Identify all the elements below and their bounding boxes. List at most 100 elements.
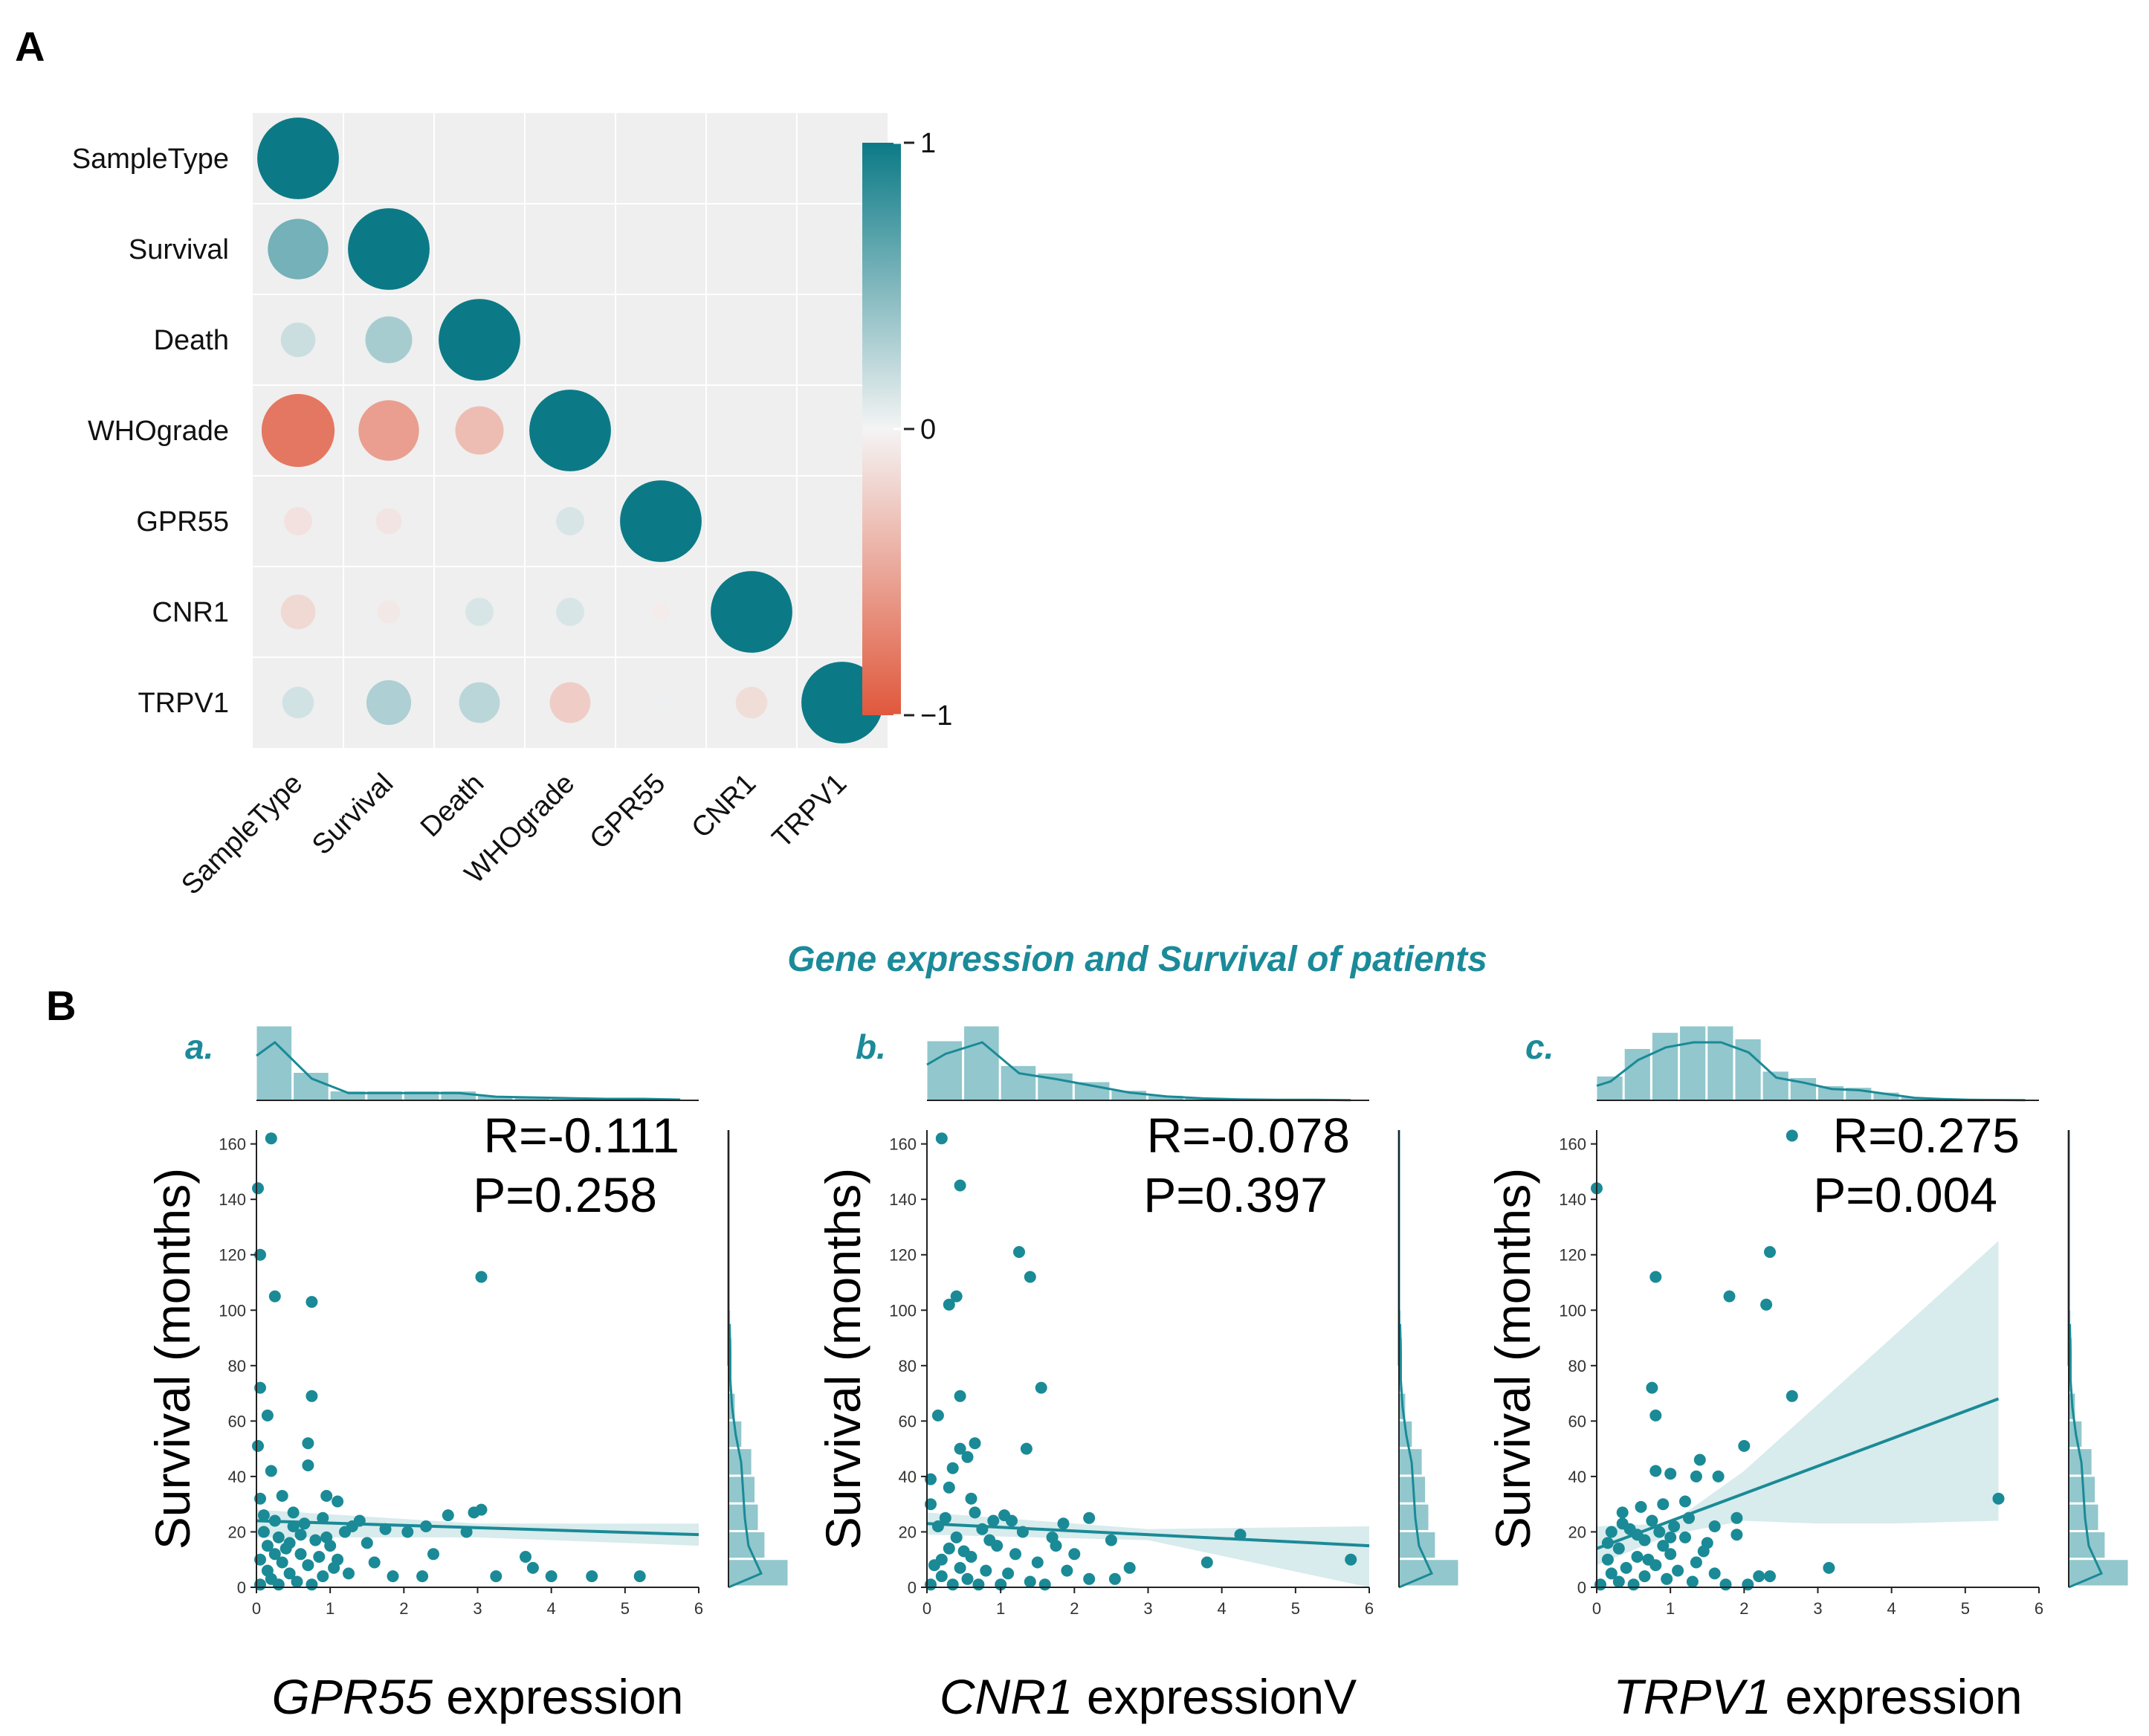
data-point (1764, 1246, 1776, 1258)
x-tick-label: 1 (996, 1599, 1005, 1618)
data-point (1679, 1531, 1691, 1543)
x-tick-label: 1 (326, 1599, 335, 1618)
x-hist-bar (1596, 1075, 1623, 1101)
data-point (317, 1511, 329, 1524)
data-point (317, 1570, 329, 1583)
data-point (1612, 1542, 1625, 1555)
x-tick-label: 4 (1887, 1599, 1896, 1618)
x-hist-bar (1734, 1038, 1762, 1101)
data-point (946, 1578, 959, 1591)
x-hist-bar (1000, 1065, 1037, 1101)
stat-r-value: R=0.275 (1833, 1108, 2020, 1163)
data-point (969, 1506, 981, 1519)
y-tick-label: 100 (889, 1301, 917, 1320)
y-tick-label: 60 (899, 1412, 917, 1430)
confidence-band (927, 1512, 1369, 1587)
row-label-TRPV1: TRPV1 (138, 688, 229, 719)
data-point (475, 1503, 488, 1516)
data-point (1760, 1298, 1773, 1311)
data-point (520, 1551, 531, 1563)
data-point (1708, 1567, 1721, 1580)
corr-circle-GPR55-WHOgrade (556, 507, 584, 535)
row-label-Survival: Survival (129, 234, 229, 265)
corr-circle-TRPV1-Death (459, 682, 500, 723)
data-point (1105, 1534, 1117, 1546)
data-point (306, 1578, 318, 1591)
y-hist-bar (728, 1559, 789, 1587)
data-point (257, 1509, 270, 1522)
col-label-Death: Death (415, 768, 490, 843)
data-point (1642, 1553, 1655, 1566)
data-point (972, 1578, 985, 1591)
y-tick-label: 120 (889, 1246, 917, 1265)
data-point (1764, 1570, 1776, 1583)
x-kde-line (256, 1041, 681, 1101)
y-tick-label: 60 (228, 1412, 246, 1430)
data-point (1686, 1575, 1699, 1588)
data-point (1653, 1526, 1666, 1538)
data-point (1690, 1556, 1702, 1569)
data-point (1646, 1514, 1658, 1527)
data-point (954, 1561, 966, 1574)
data-point (306, 1296, 318, 1309)
data-point (1031, 1556, 1044, 1569)
data-point (943, 1481, 955, 1494)
x-axis-label-rest: expression (433, 1669, 684, 1724)
data-point (283, 1537, 296, 1549)
panel-b-letter: B (46, 982, 76, 1029)
data-point (302, 1559, 314, 1572)
data-point (1006, 1514, 1018, 1527)
data-point (1083, 1572, 1096, 1585)
data-point (961, 1451, 974, 1463)
data-point (954, 1442, 966, 1455)
corr-circle-CNR1-Death (465, 598, 494, 626)
panel-a-letter: A (15, 23, 45, 70)
data-point (361, 1537, 373, 1549)
y-tick-label: 40 (899, 1468, 917, 1486)
data-point (961, 1572, 974, 1585)
data-point (1013, 1246, 1025, 1258)
data-point (969, 1437, 981, 1450)
y-tick-label: 0 (1577, 1578, 1586, 1597)
col-label-CNR1: CNR1 (686, 768, 763, 845)
data-point (416, 1570, 429, 1583)
data-point (1620, 1561, 1632, 1574)
data-point (1605, 1526, 1618, 1538)
data-point (268, 1290, 281, 1303)
subplot-letter: b. (856, 1027, 886, 1066)
data-point (332, 1495, 344, 1508)
corr-circle-TRPV1-Survival (366, 680, 412, 726)
corr-circle-WHOgrade-Death (455, 406, 504, 455)
data-point (1649, 1409, 1662, 1422)
data-point (1038, 1578, 1051, 1591)
y-tick-label: 140 (219, 1190, 246, 1209)
x-tick-label: 3 (473, 1599, 482, 1618)
data-point (294, 1548, 307, 1561)
stat-r-value: R=-0.111 (483, 1108, 679, 1163)
y-tick-label: 80 (1568, 1357, 1586, 1375)
data-point (935, 1132, 948, 1145)
x-tick-label: 3 (1813, 1599, 1822, 1618)
x-tick-label: 6 (694, 1599, 703, 1618)
figure-b-title: Gene expression and Survival of patients (787, 940, 1487, 979)
data-point (283, 1567, 296, 1580)
data-point (252, 1182, 264, 1195)
data-point (1068, 1548, 1081, 1561)
corr-circle-Survival-SampleType (268, 219, 329, 280)
y-tick-label: 120 (219, 1246, 246, 1265)
data-point (1697, 1545, 1710, 1558)
data-point (276, 1556, 288, 1569)
y-tick-label: 80 (228, 1357, 246, 1375)
data-point (526, 1561, 539, 1574)
x-axis-label: CNR1 expressionV (940, 1669, 1357, 1724)
y-tick-label: 160 (889, 1135, 917, 1154)
corr-circle-WHOgrade-Survival (358, 400, 419, 461)
regression-line (926, 1522, 1370, 1548)
data-point (265, 1465, 277, 1477)
confidence-band (1597, 1241, 1999, 1566)
subplot-letter: a. (185, 1027, 213, 1066)
data-point (1730, 1529, 1743, 1541)
